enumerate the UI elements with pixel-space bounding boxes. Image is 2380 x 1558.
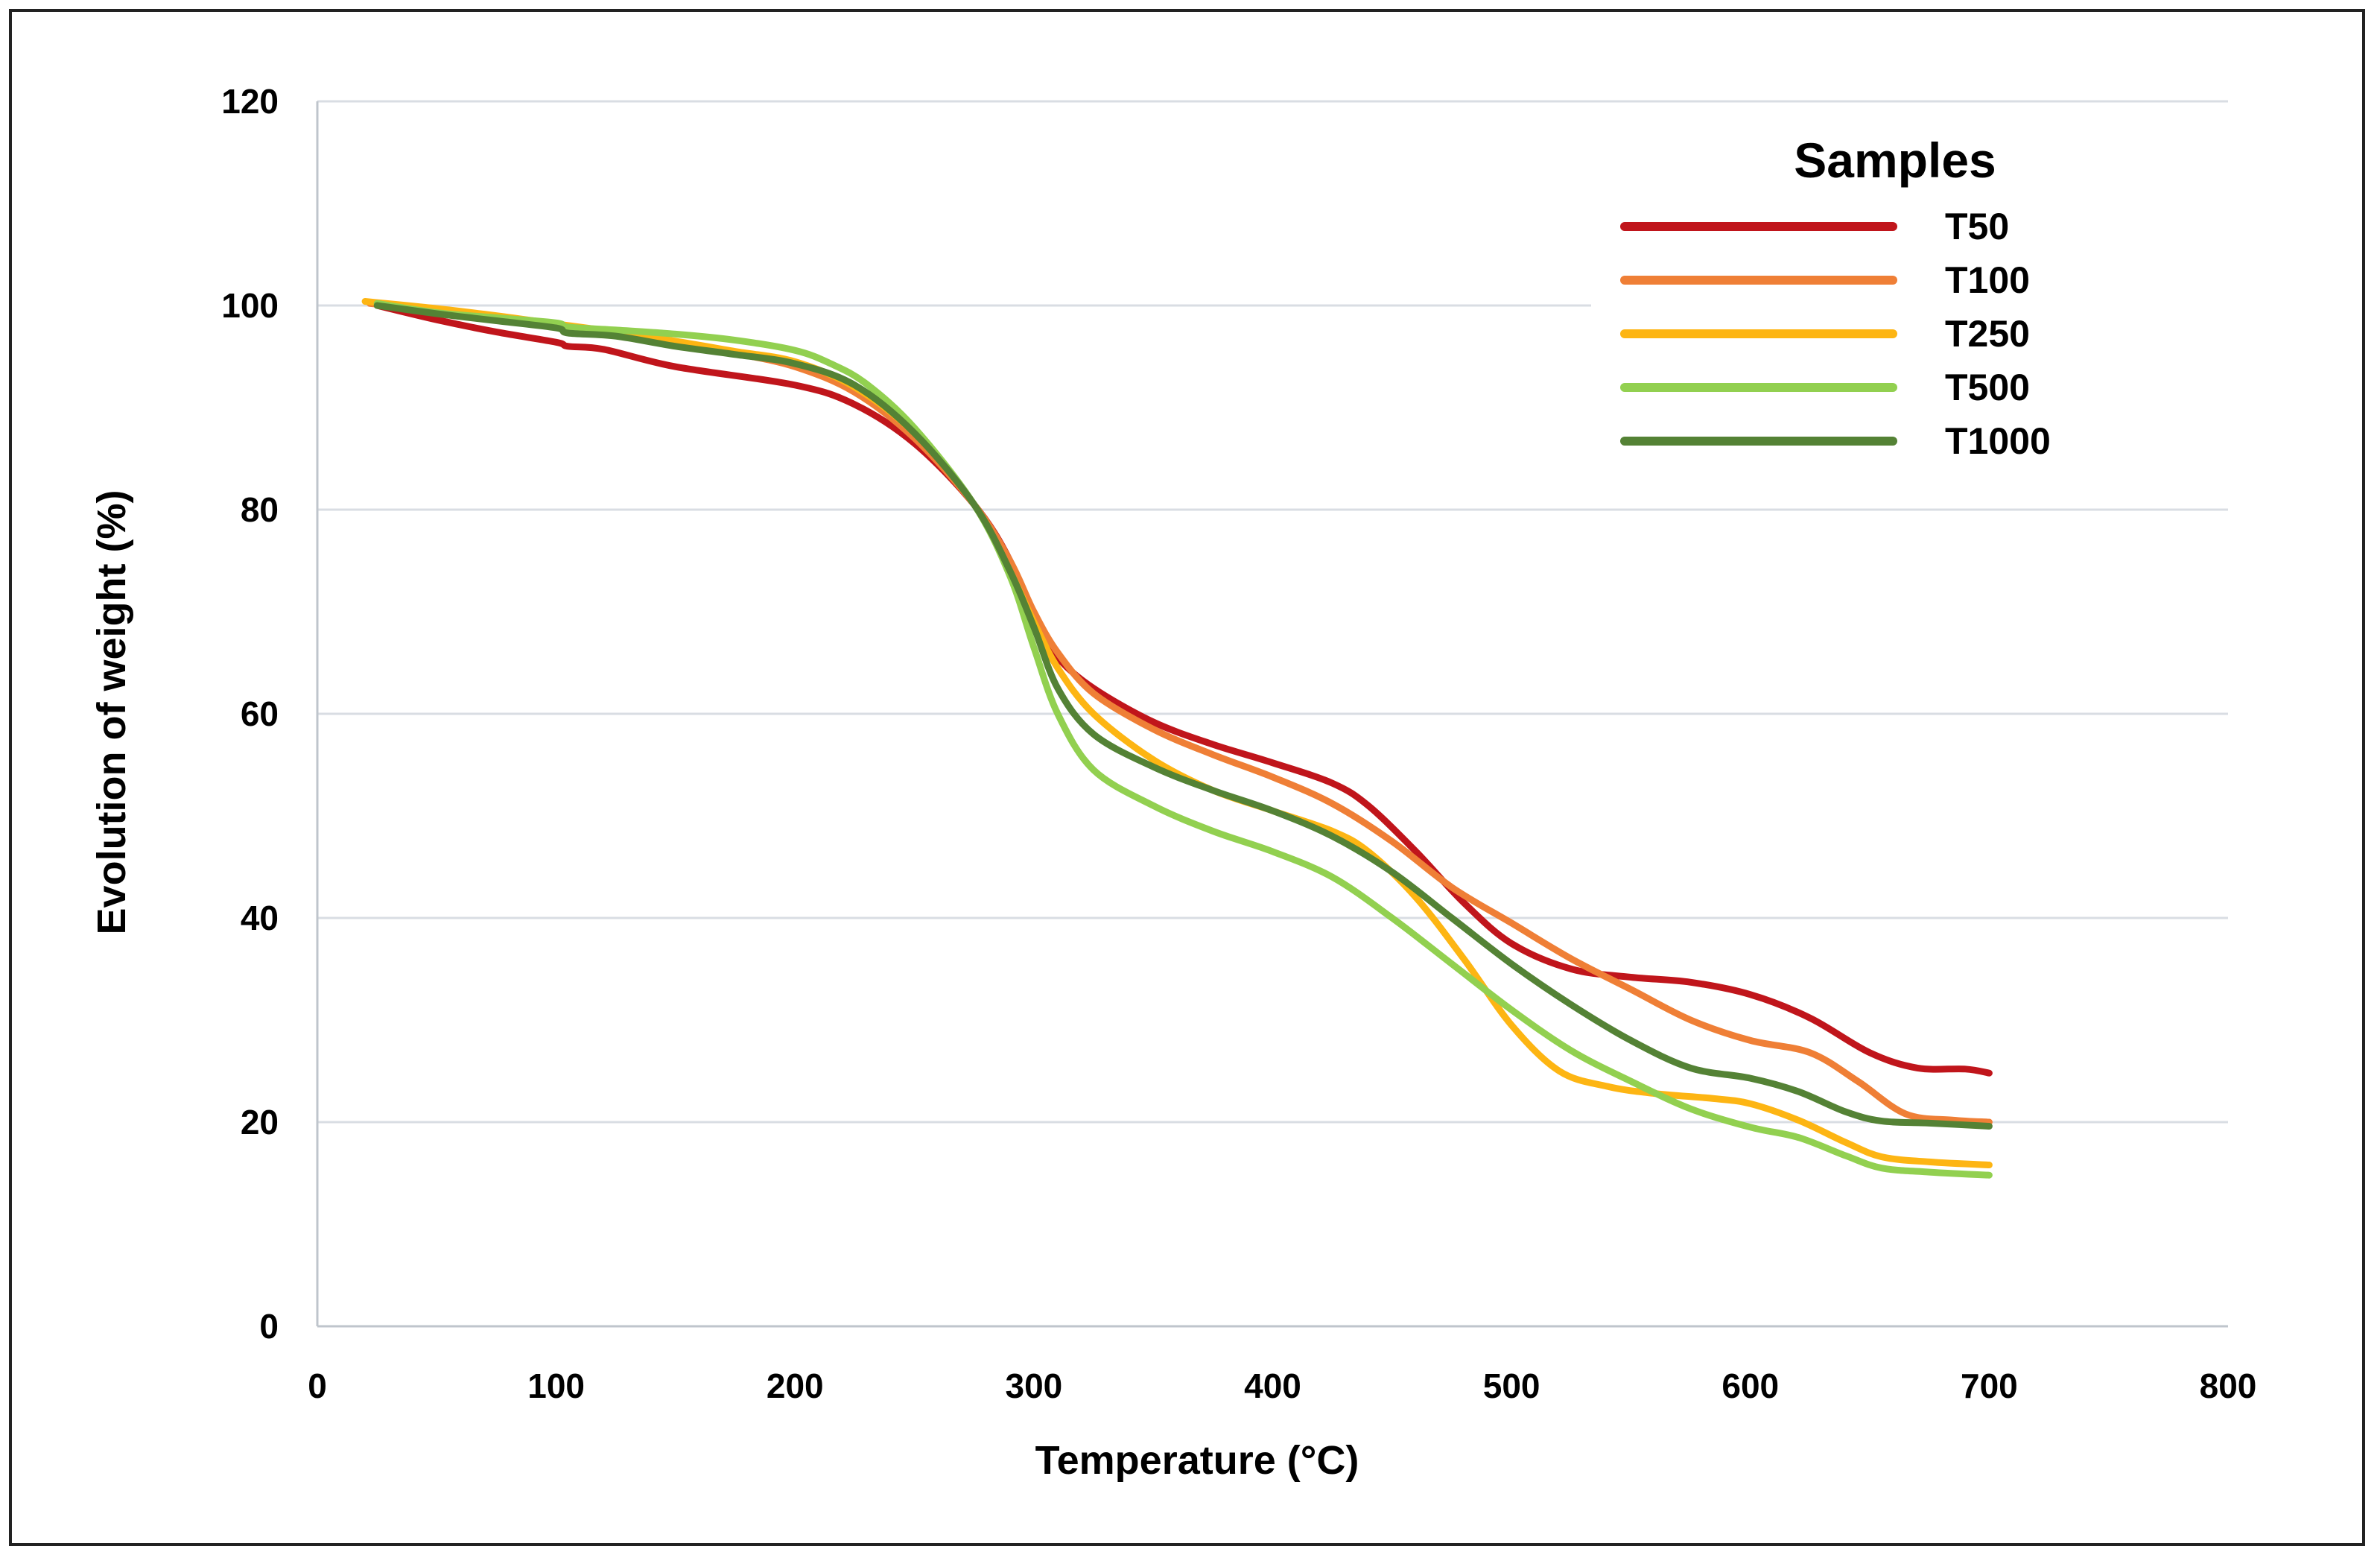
legend: Samples T50 T100 T250 T500 T1000 xyxy=(1591,124,2247,489)
legend-label-t500: T500 xyxy=(1945,367,2030,408)
legend-label-t100: T100 xyxy=(1945,259,2030,301)
x-tick-label: 500 xyxy=(1483,1367,1540,1405)
x-axis-title: Temperature (°C) xyxy=(1035,1438,1359,1483)
line-chart: 0 20 40 60 80 100 120 0 100 200 300 400 500 600 700 800… xyxy=(89,82,2256,1483)
series-lines xyxy=(361,298,1993,1179)
legend-label-t250: T250 xyxy=(1945,313,2030,355)
series-line-t1000 xyxy=(373,302,1993,1130)
y-tick-label: 20 xyxy=(241,1103,279,1141)
y-tick-label: 120 xyxy=(221,82,279,121)
x-tick-label: 600 xyxy=(1721,1367,1779,1405)
series-line-t500 xyxy=(373,300,1993,1179)
x-tick-label: 400 xyxy=(1244,1367,1301,1405)
y-tick-label: 80 xyxy=(241,490,279,529)
chart-frame: 0 20 40 60 80 100 120 0 100 200 300 400 500 600 700 800… xyxy=(9,9,2365,1546)
legend-label-t1000: T1000 xyxy=(1945,420,2051,462)
x-tick-label: 100 xyxy=(527,1367,585,1405)
y-tick-label: 40 xyxy=(241,899,279,937)
legend-label-t50: T50 xyxy=(1945,206,2009,247)
legend-background xyxy=(1591,124,2247,489)
x-tick-label: 0 xyxy=(308,1367,327,1405)
x-tick-label: 300 xyxy=(1006,1367,1063,1405)
legend-items: T50 T100 T250 T500 T1000 xyxy=(1620,206,2051,462)
series-line-t50 xyxy=(373,302,1993,1077)
x-tick-label: 700 xyxy=(1961,1367,2018,1405)
y-tick-label: 60 xyxy=(241,694,279,733)
y-axis-title: Evolution of weight (%) xyxy=(89,490,134,935)
legend-title: Samples xyxy=(1794,133,1996,188)
x-tick-label: 800 xyxy=(2200,1367,2257,1405)
y-tick-label: 0 xyxy=(259,1307,279,1346)
y-tick-label: 100 xyxy=(221,286,279,325)
x-tick-label: 200 xyxy=(767,1367,824,1405)
axes: 0 20 40 60 80 100 120 0 100 200 300 400 500 600 700 800 xyxy=(221,82,2256,1405)
